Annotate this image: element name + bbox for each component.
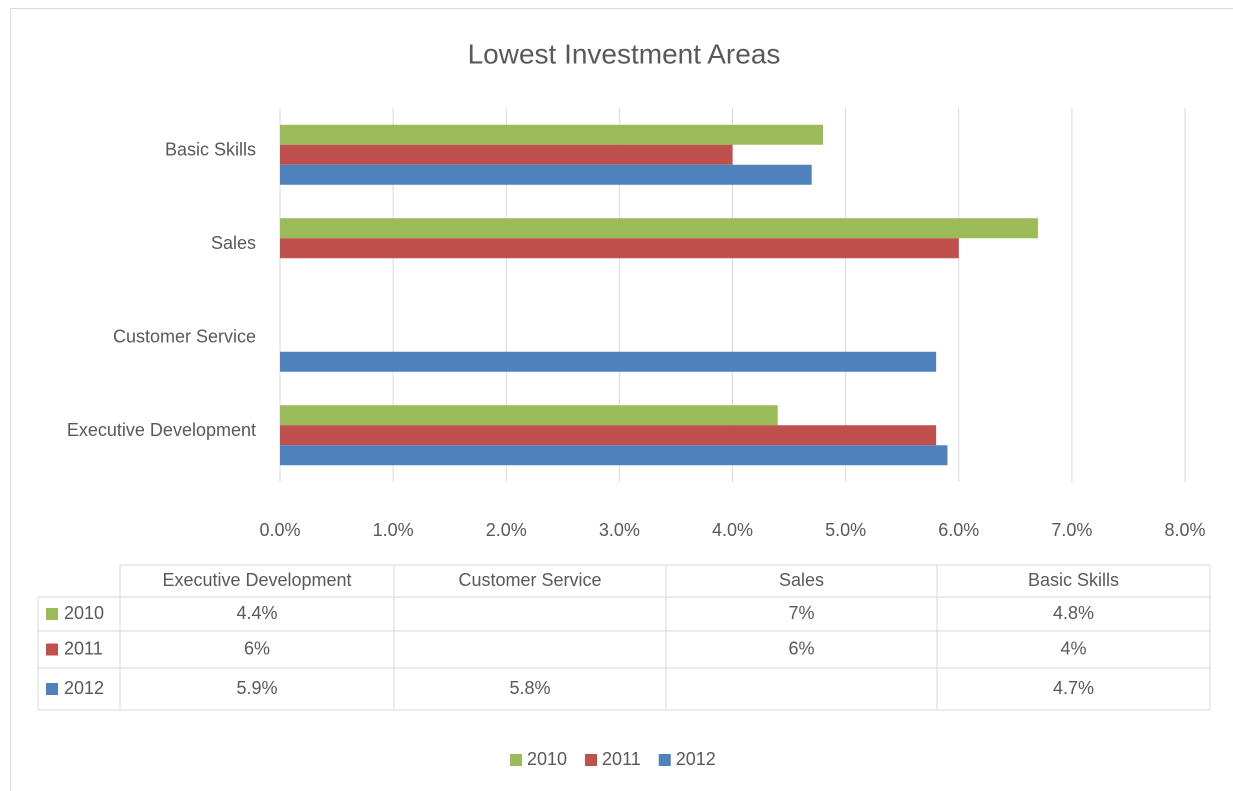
- bar: [280, 124, 823, 145]
- table-cell: 6%: [244, 638, 270, 658]
- table-cell: 5.9%: [236, 678, 277, 698]
- table-row-label: 2010: [64, 603, 104, 623]
- y-tick-label: Executive Development: [67, 420, 256, 440]
- bar: [280, 218, 1038, 239]
- table-cell: 4.7%: [1053, 678, 1094, 698]
- table-cell: 6%: [788, 638, 814, 658]
- bar: [280, 164, 812, 185]
- table-header: Sales: [779, 570, 824, 590]
- x-tick-label: 1.0%: [373, 520, 414, 540]
- legend-key: [510, 754, 522, 766]
- bar: [280, 238, 959, 259]
- legend-label: 2011: [602, 749, 641, 769]
- x-tick-label: 0.0%: [259, 520, 300, 540]
- x-tick-label: 2.0%: [486, 520, 527, 540]
- bar: [280, 351, 937, 372]
- table-header: Customer Service: [458, 570, 601, 590]
- table-cell: 7%: [788, 603, 814, 623]
- table-cell: 4.4%: [236, 603, 277, 623]
- table-key: [46, 683, 58, 695]
- x-tick-label: 4.0%: [712, 520, 753, 540]
- table-cell: 4.8%: [1053, 603, 1094, 623]
- bar: [280, 144, 733, 165]
- x-tick-label: 8.0%: [1164, 520, 1205, 540]
- table-header: Basic Skills: [1028, 570, 1119, 590]
- table-row-label: 2012: [64, 678, 104, 698]
- y-tick-label: Sales: [211, 233, 256, 253]
- y-tick-label: Basic Skills: [165, 140, 256, 160]
- table-key: [46, 608, 58, 620]
- table-row-label: 2011: [64, 638, 103, 658]
- legend-label: 2012: [676, 749, 716, 769]
- chart-title: Lowest Investment Areas: [468, 38, 781, 69]
- table-cell: 4%: [1060, 638, 1086, 658]
- x-tick-label: 7.0%: [1051, 520, 1092, 540]
- y-tick-label: Customer Service: [113, 327, 256, 347]
- bar: [280, 445, 948, 466]
- table-key: [46, 643, 58, 656]
- table-header: Executive Development: [162, 570, 351, 590]
- table-cell: 5.8%: [509, 678, 550, 698]
- bar: [280, 405, 778, 426]
- bar: [280, 425, 937, 446]
- x-tick-label: 6.0%: [938, 520, 979, 540]
- legend-key: [585, 754, 598, 766]
- x-tick-label: 5.0%: [825, 520, 866, 540]
- x-tick-label: 3.0%: [599, 520, 640, 540]
- legend-label: 2010: [527, 749, 567, 769]
- legend-key: [658, 754, 671, 766]
